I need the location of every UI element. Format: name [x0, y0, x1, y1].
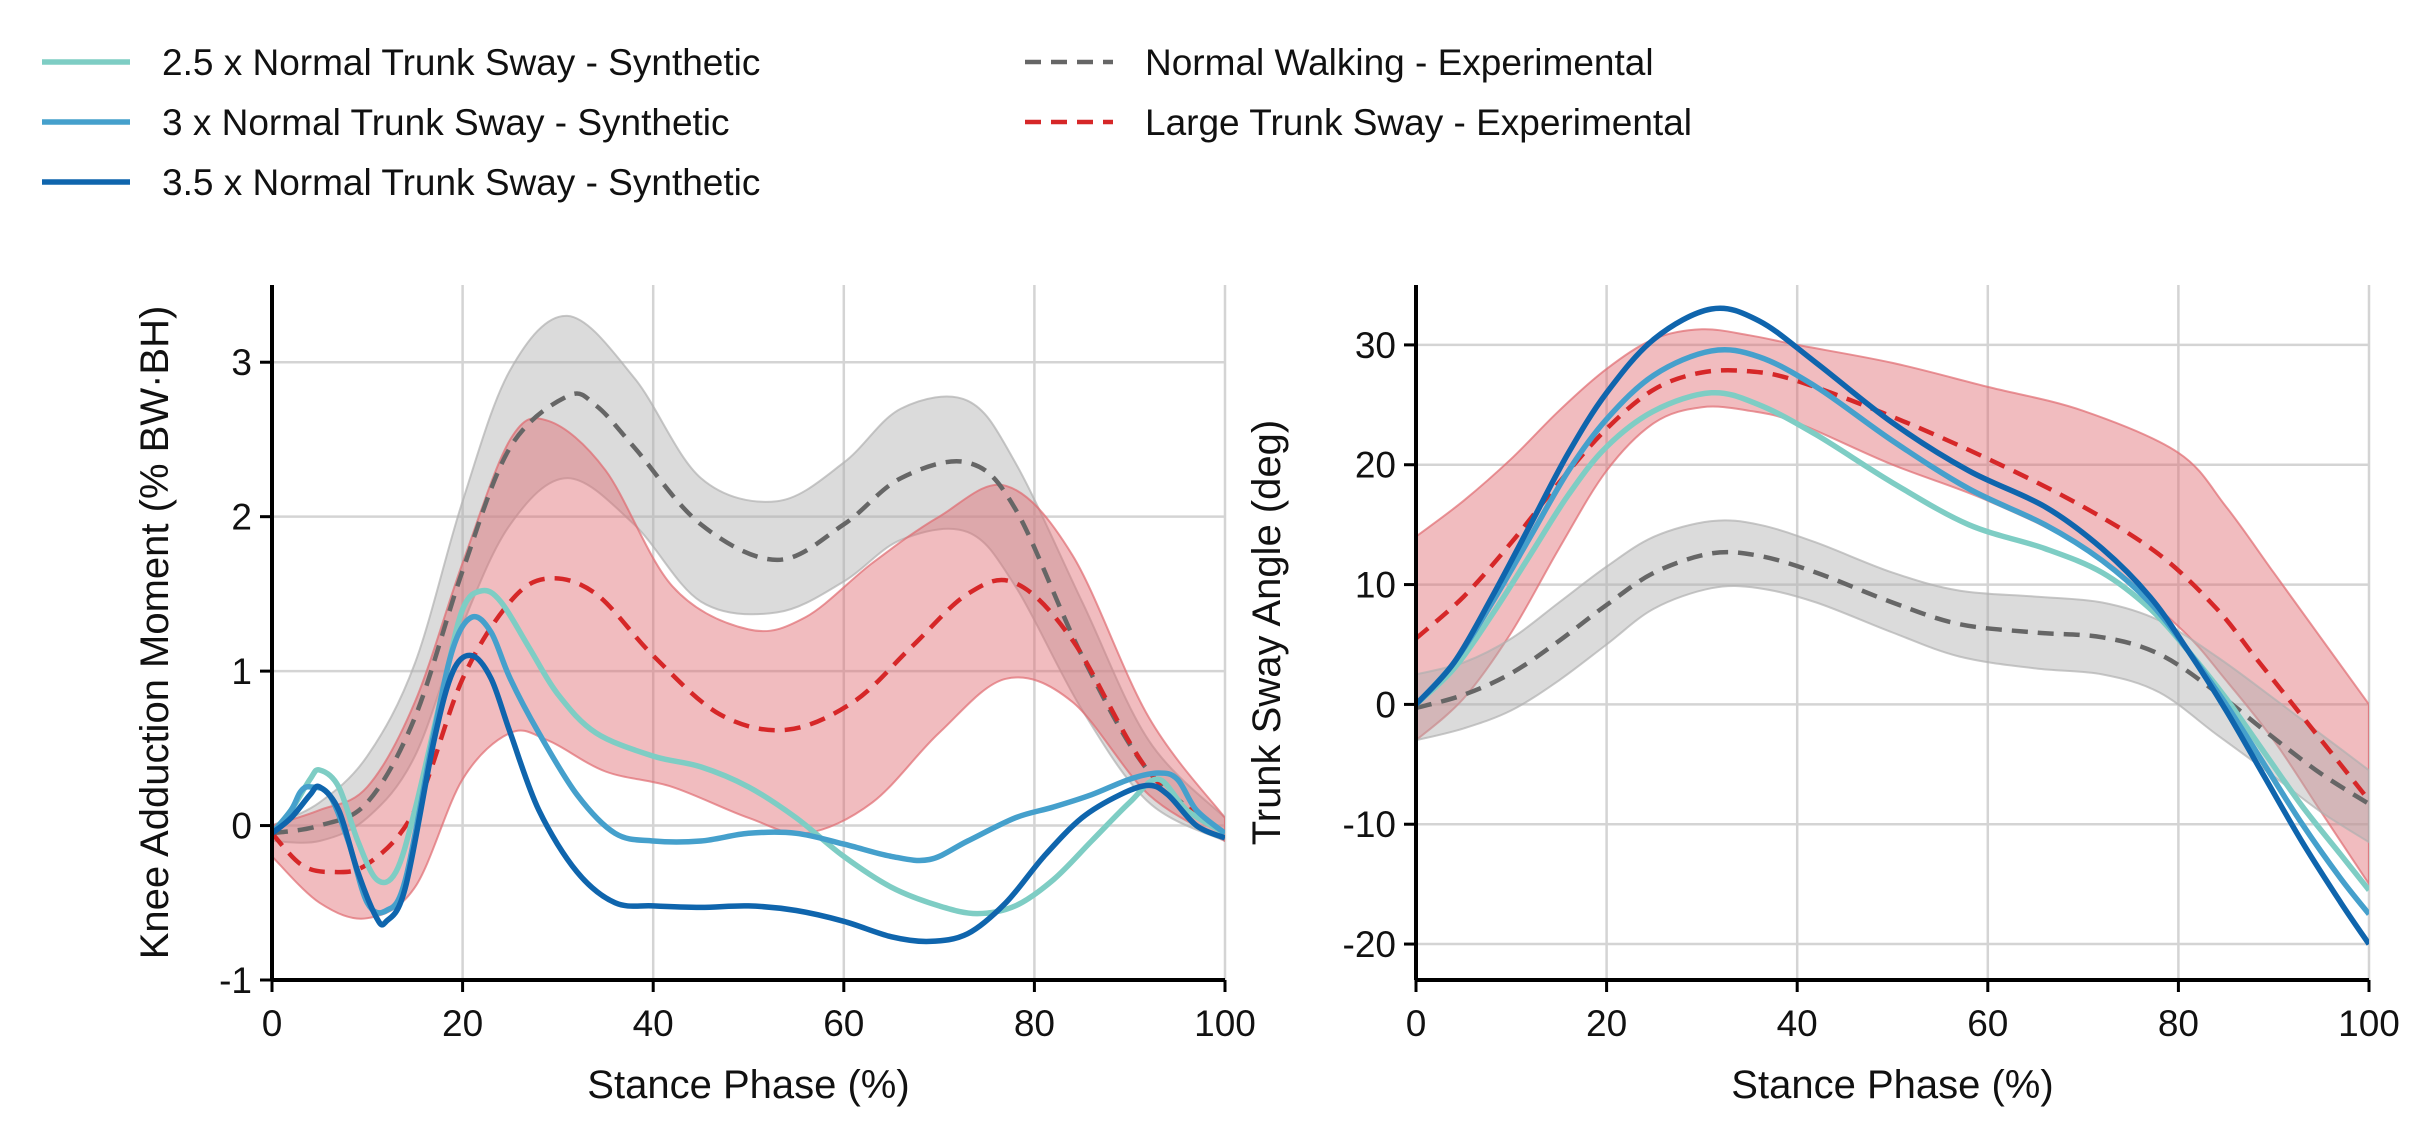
series-3-x-normal-trunk-sway-synthetic: [1416, 346, 2369, 916]
band-normal-walking-experimental: [272, 314, 1225, 844]
legend-item-2-5-x-normal-trunk-sway-synthetic: 2.5 x Normal Trunk Sway - Synthetic: [42, 42, 760, 83]
y-tick-label: -20: [1343, 924, 1396, 965]
plot-area: [272, 314, 1225, 945]
y-tick-label: 0: [231, 806, 252, 847]
y-tick-label: 20: [1355, 445, 1396, 486]
legend-label: Normal Walking - Experimental: [1145, 42, 1654, 83]
gridlines: [1414, 285, 2371, 980]
legend-item-3-5-x-normal-trunk-sway-synthetic: 3.5 x Normal Trunk Sway - Synthetic: [42, 162, 760, 203]
x-tick-label: 20: [442, 1003, 483, 1044]
band-normal-walking-experimental: [1416, 519, 2369, 844]
panel-trunk-sway-angle: 0 20 40 60 80 100 -20 -10 0 10 20 30 Stance Phase (%…: [1245, 285, 2400, 1107]
x-axis-label: Stance Phase (%): [1731, 1063, 2053, 1107]
x-tick-label: 80: [1014, 1003, 1055, 1044]
series-2-5-x-normal-trunk-sway-synthetic: [1416, 389, 2369, 892]
y-axis-label: Trunk Sway Angle (deg): [1245, 420, 1289, 845]
x-tick-label: 60: [823, 1003, 864, 1044]
legend-label: 3.5 x Normal Trunk Sway - Synthetic: [162, 162, 760, 203]
y-tick-label: 1: [231, 651, 252, 692]
y-tick-label: 30: [1355, 325, 1396, 366]
series-3-5-x-normal-trunk-sway-synthetic: [1416, 305, 2369, 946]
x-tick-label: 80: [2158, 1003, 2199, 1044]
legend-item-normal-walking-experimental: Normal Walking - Experimental: [1025, 42, 1654, 83]
y-tick-label: 0: [1375, 684, 1396, 725]
legend-label: 2.5 x Normal Trunk Sway - Synthetic: [162, 42, 760, 83]
legend-label: Large Trunk Sway - Experimental: [1145, 102, 1692, 143]
x-axis-label: Stance Phase (%): [587, 1063, 909, 1107]
y-tick-label: 2: [231, 497, 252, 538]
x-tick-label: 40: [633, 1003, 674, 1044]
y-tick-label: -1: [219, 960, 252, 1001]
x-tick-label: 100: [2338, 1003, 2400, 1044]
plot-area: [1416, 305, 2369, 946]
series-large-trunk-sway-experimental: [272, 575, 1225, 875]
y-tick-label: -10: [1343, 804, 1396, 845]
y-tick-label: 10: [1355, 565, 1396, 606]
x-tick-label: 0: [262, 1003, 283, 1044]
legend: 2.5 x Normal Trunk Sway - Synthetic 3 x N…: [42, 42, 1692, 203]
series-2-5-x-normal-trunk-sway-synthetic: [272, 587, 1225, 917]
legend-item-3-x-normal-trunk-sway-synthetic: 3 x Normal Trunk Sway - Synthetic: [42, 102, 730, 143]
x-tick-label: 0: [1406, 1003, 1427, 1044]
x-tick-label: 40: [1777, 1003, 1818, 1044]
legend-label: 3 x Normal Trunk Sway - Synthetic: [162, 102, 730, 143]
y-axis-label: Knee Adduction Moment (% BW·BH): [133, 306, 177, 960]
x-tick-label: 20: [1586, 1003, 1627, 1044]
y-tick-label: 3: [231, 342, 252, 383]
band-large-trunk-sway-experimental: [1416, 328, 2369, 886]
series-3-5-x-normal-trunk-sway-synthetic: [272, 652, 1225, 945]
legend-item-large-trunk-sway-experimental: Large Trunk Sway - Experimental: [1025, 102, 1692, 143]
series-normal-walking-experimental: [272, 391, 1225, 836]
x-tick-label: 60: [1967, 1003, 2008, 1044]
x-tick-label: 100: [1194, 1003, 1256, 1044]
